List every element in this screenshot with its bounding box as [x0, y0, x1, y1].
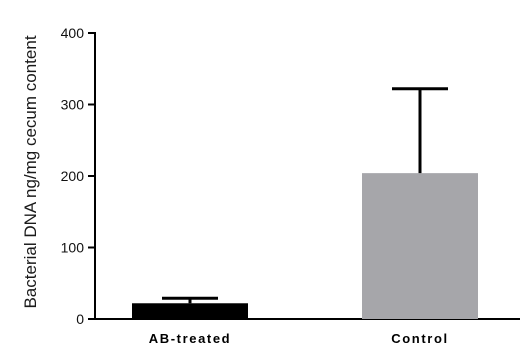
y-tick-label-2: 200 — [61, 168, 85, 184]
y-tick-label-3: 300 — [61, 97, 85, 113]
y-tick-label-1: 100 — [61, 240, 85, 256]
y-tick-label-4: 400 — [61, 25, 85, 41]
x-tick-label-0: AB-treated — [149, 331, 231, 346]
y-axis-label: Bacterial DNA ng/mg cecum content — [21, 35, 40, 308]
bars — [132, 173, 478, 319]
error-bars — [162, 87, 448, 304]
y-tick-label-0: 0 — [76, 311, 84, 327]
y-ticks: 0 100 200 300 400 — [61, 25, 95, 327]
x-tick-label-1: Control — [391, 331, 448, 346]
bar-1 — [362, 173, 478, 319]
x-tick-labels: AB-treated Control — [149, 331, 448, 346]
bar-0 — [132, 303, 248, 319]
